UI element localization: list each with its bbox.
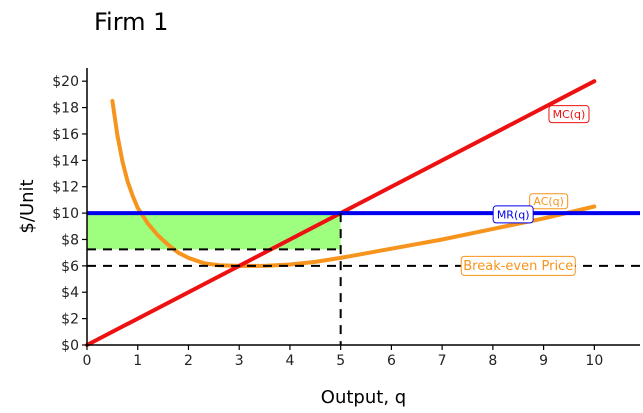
y-tick-label: $16 [52,127,79,143]
x-tick-label: 5 [336,353,345,369]
curve-labels: MC(q) AC(q) MR(q) Break-even Price [460,105,590,276]
y-tick-label: $0 [61,338,79,354]
y-tick-label: $18 [52,101,79,117]
chart-title: Firm 1 [94,8,168,36]
y-tick-label: $8 [61,232,79,248]
break-even-label-box [460,255,576,276]
mr-label-box [492,205,534,224]
y-tick-label: $6 [61,259,79,275]
x-tick-label: 6 [387,353,396,369]
y-tick-label: $12 [52,180,79,196]
mc-label-tag: MC(q) [548,105,590,124]
x-ticks: 0 1 2 3 4 5 6 7 8 9 10 [83,345,603,369]
x-tick-label: 4 [285,353,294,369]
y-ticks: $0 $2 $4 $6 $8 $10 $12 $14 $16 $18 $20 [52,74,87,354]
y-tick-label: $4 [61,285,79,301]
mr-label-tag: MR(q) [492,205,534,224]
mc-label-box [548,105,590,124]
mc-label: MC(q) [553,108,586,121]
ac-label-box [529,193,569,210]
x-axis-label: Output, q [321,387,406,408]
y-tick-label: $20 [52,74,79,90]
x-tick-label: 1 [133,353,142,369]
x-tick-label: 9 [539,353,548,369]
y-tick-label: $10 [52,206,79,222]
x-tick-label: 8 [488,353,497,369]
break-even-label: Break-even Price [463,259,573,274]
x-tick-label: 7 [438,353,447,369]
y-tick-label: $14 [52,153,79,169]
profit-rectangle [87,213,341,250]
y-tick-label: $2 [61,312,79,328]
ac-label: AC(q) [533,195,564,208]
ac-label-tag: AC(q) [529,193,569,210]
axes: $0 $2 $4 $6 $8 $10 $12 $14 $16 $18 $20 0 1 2 3 4 5 6 7 8 9 1… [52,68,640,369]
x-tick-label: 2 [184,353,193,369]
x-tick-label: 3 [235,353,244,369]
mr-label: MR(q) [497,208,530,221]
ac-curve [110,99,597,268]
x-tick-label: 10 [585,353,603,369]
y-axis-label: $/Unit [17,179,38,233]
x-tick-label: 0 [83,353,92,369]
plot-area [85,79,640,347]
break-even-label-tag: Break-even Price [460,255,576,276]
